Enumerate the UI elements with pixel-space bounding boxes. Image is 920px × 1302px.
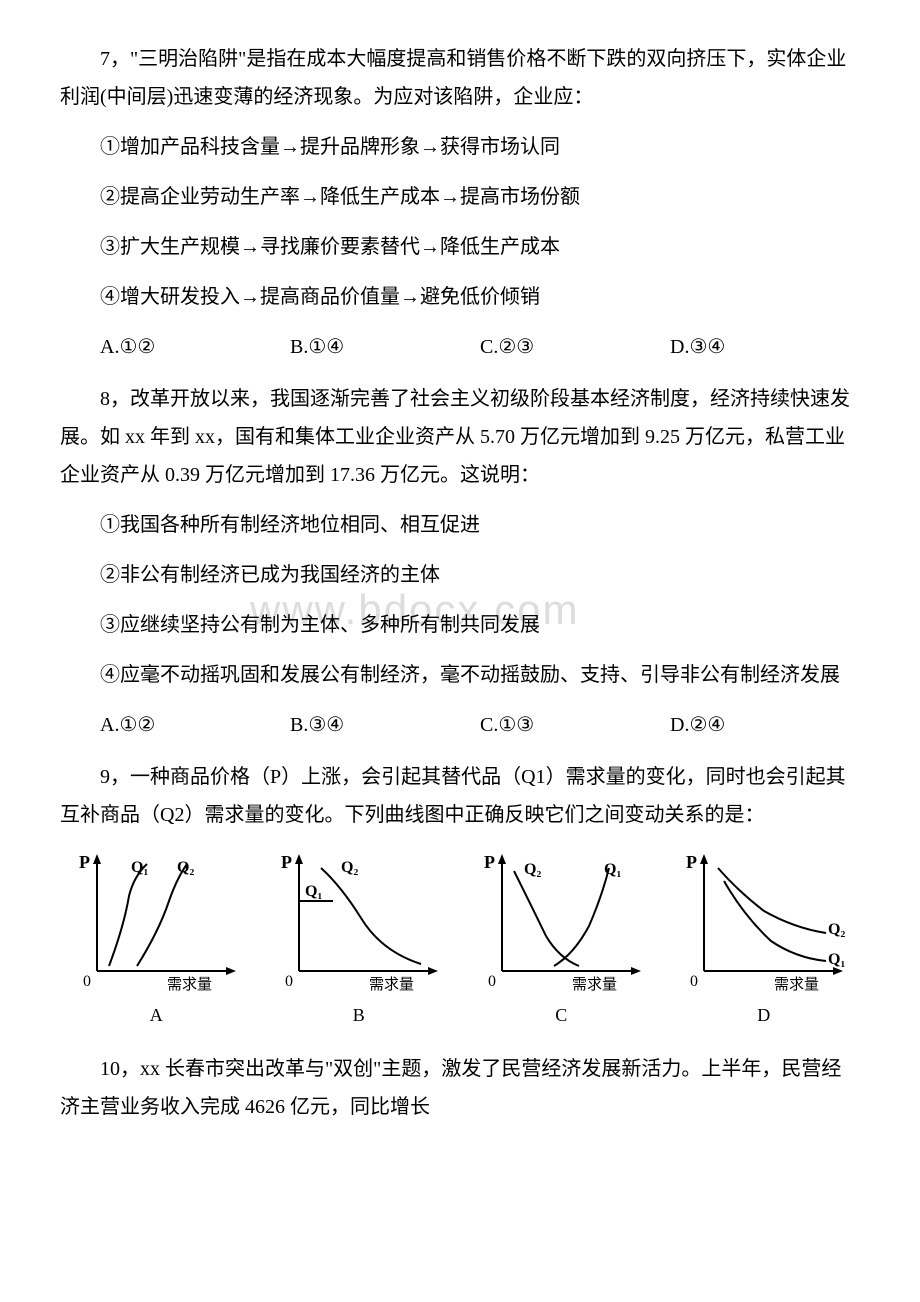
chart-xlabel: 需求量 <box>572 976 617 993</box>
chart-A-q1: Q₁ <box>131 859 148 876</box>
q8-s4: ④应毫不动摇巩固和发展公有制经济，毫不动摇鼓励、支持、引导非公有制经济发展 <box>60 656 860 694</box>
q7-s3: ③扩大生产规模→寻找廉价要素替代→降低生产成本 <box>60 228 860 266</box>
q8-options: A.①② B.③④ C.①③ D.②④ <box>60 706 860 744</box>
q8-stem: 8，改革开放以来，我国逐渐完善了社会主义初级阶段基本经济制度，经济持续快速发展。… <box>60 380 860 494</box>
chart-D: P 0 需求量 Q₂ Q₁ <box>676 846 851 996</box>
q7-optC: C.②③ <box>480 328 670 366</box>
q8-s1: ①我国各种所有制经济地位相同、相互促进 <box>60 506 860 544</box>
chart-A-label: A <box>150 998 163 1032</box>
chart-C-q1: Q₁ <box>604 861 621 878</box>
q7-optB: B.①④ <box>290 328 480 366</box>
q7-s2: ②提高企业劳动生产率→降低生产成本→提高市场份额 <box>60 178 860 216</box>
q7-optD: D.③④ <box>670 328 860 366</box>
q8-optC: C.①③ <box>480 706 670 744</box>
q7-optA: A.①② <box>100 328 290 366</box>
q10-stem: 10，xx 长春市突出改革与"双创"主题，激发了民营经济发展新活力。上半年，民营… <box>60 1050 860 1126</box>
chart-xlabel: 需求量 <box>774 976 819 993</box>
chart-B: P 0 需求量 Q₁ Q₂ <box>271 846 446 996</box>
chart-B-label: B <box>353 998 365 1032</box>
q7-options: A.①② B.①④ C.②③ D.③④ <box>60 328 860 366</box>
chart-D-wrap: P 0 需求量 Q₂ Q₁ D <box>676 846 851 1032</box>
chart-B-wrap: P 0 需求量 Q₁ Q₂ B <box>271 846 446 1032</box>
chart-xlabel: 需求量 <box>369 976 414 993</box>
chart-ylabel: P <box>79 852 90 872</box>
chart-origin: 0 <box>690 973 698 990</box>
q7-s1: ①增加产品科技含量→提升品牌形象→获得市场认同 <box>60 128 860 166</box>
chart-C-q2: Q₂ <box>524 861 541 878</box>
chart-C: P 0 需求量 Q₂ Q₁ <box>474 846 649 996</box>
chart-C-label: C <box>555 998 567 1032</box>
q7-s4: ④增大研发投入→提高商品价值量→避免低价倾销 <box>60 278 860 316</box>
chart-origin: 0 <box>83 973 91 990</box>
chart-D-q2: Q₂ <box>828 921 845 938</box>
chart-B-q2: Q₂ <box>341 859 358 876</box>
chart-C-wrap: P 0 需求量 Q₂ Q₁ C <box>474 846 649 1032</box>
chart-origin: 0 <box>488 973 496 990</box>
q9-stem: 9，一种商品价格（P）上涨，会引起其替代品（Q1）需求量的变化，同时也会引起其互… <box>60 758 860 834</box>
chart-A: P 0 需求量 Q₁ Q₂ <box>69 846 244 996</box>
chart-A-q2: Q₂ <box>177 859 194 876</box>
chart-A-wrap: P 0 需求量 Q₁ Q₂ A <box>69 846 244 1032</box>
q8-optD: D.②④ <box>670 706 860 744</box>
q8-s3: ③应继续坚持公有制为主体、多种所有制共同发展 <box>60 606 860 644</box>
q8-optA: A.①② <box>100 706 290 744</box>
chart-B-q1: Q₁ <box>305 883 322 900</box>
q9-charts: P 0 需求量 Q₁ Q₂ A P 0 需求量 Q₁ Q₂ <box>60 846 860 1032</box>
chart-D-q1: Q₁ <box>828 951 845 968</box>
q8-optB: B.③④ <box>290 706 480 744</box>
q8-s2: ②非公有制经济已成为我国经济的主体 <box>60 556 860 594</box>
chart-ylabel: P <box>484 852 495 872</box>
chart-D-label: D <box>757 998 770 1032</box>
chart-origin: 0 <box>285 973 293 990</box>
chart-ylabel: P <box>686 852 697 872</box>
chart-xlabel: 需求量 <box>167 976 212 993</box>
chart-ylabel: P <box>281 852 292 872</box>
q7-stem: 7，"三明治陷阱"是指在成本大幅度提高和销售价格不断下跌的双向挤压下，实体企业利… <box>60 40 860 116</box>
